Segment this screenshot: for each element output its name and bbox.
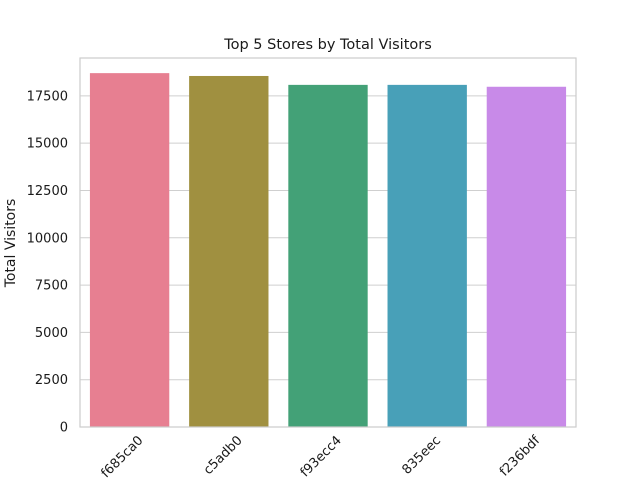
x-tick-label: f93ecc4 — [298, 433, 345, 480]
y-tick-label: 0 — [60, 421, 68, 436]
bar-f93ecc4 — [288, 84, 368, 428]
x-tick-label: f685ca0 — [98, 433, 146, 480]
y-tick-label: 7500 — [35, 279, 68, 294]
bar-f236bdf — [486, 86, 567, 428]
y-tick-label: 5000 — [35, 326, 68, 341]
bar-f685ca0 — [89, 73, 170, 427]
bar-835eec — [387, 84, 467, 428]
x-tick-label: f236bdf — [497, 433, 544, 480]
x-tick-label: 835eec — [400, 433, 445, 478]
y-tick-label: 12500 — [27, 184, 68, 199]
y-tick-label: 10000 — [27, 231, 68, 246]
y-tick-labels: 0 2500 5000 7500 10000 12500 15000 17500 — [27, 89, 68, 435]
y-tick-label: 15000 — [27, 137, 68, 152]
x-tick-label: c5adb0 — [201, 433, 246, 478]
y-axis-label: Total Visitors — [3, 199, 19, 289]
y-tick-label: 2500 — [35, 373, 68, 388]
chart-title: Top 5 Stores by Total Visitors — [223, 37, 432, 53]
plot-frame — [79, 57, 577, 428]
y-tick-label: 17500 — [27, 89, 68, 104]
bars — [89, 73, 567, 428]
x-tick-labels: f685ca0 c5adb0 f93ecc4 835eec f236bdf — [98, 433, 543, 480]
bar-c5adb0 — [189, 75, 269, 427]
